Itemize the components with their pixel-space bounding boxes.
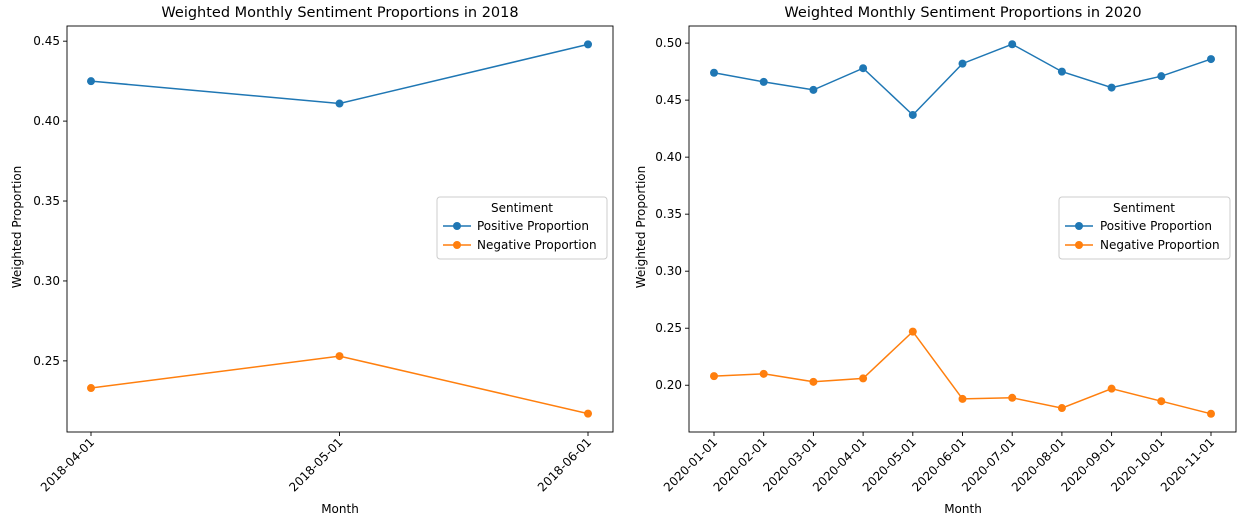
data-point: [1107, 83, 1116, 92]
data-point: [958, 394, 967, 403]
data-point: [1207, 409, 1215, 418]
data-point: [1057, 404, 1066, 413]
data-point: [87, 77, 95, 86]
data-point: [335, 99, 344, 108]
data-point: [1107, 384, 1116, 393]
data-point: [710, 372, 718, 381]
data-point: [710, 68, 718, 77]
series-layer: [710, 40, 1215, 418]
y-tick-label: 0.30: [655, 264, 682, 278]
y-tick-label: 0.20: [655, 378, 682, 392]
y-tick-label: 0.45: [33, 34, 60, 48]
x-axis-label: Month: [321, 502, 359, 516]
y-tick-label: 0.40: [655, 150, 682, 164]
data-point: [958, 59, 967, 68]
legend-title: Sentiment: [1113, 201, 1175, 215]
data-point: [335, 352, 344, 361]
y-tick-label: 0.25: [33, 354, 60, 368]
data-point: [1008, 393, 1017, 402]
y-tick-label: 0.25: [655, 321, 682, 335]
data-point: [1207, 55, 1215, 64]
legend-box: [436, 196, 608, 260]
x-axis-label: Month: [944, 502, 982, 516]
y-axis-label: Weighted Proportion: [634, 166, 648, 289]
data-point: [859, 64, 868, 73]
data-point: [1157, 397, 1166, 406]
chart-title: Weighted Monthly Sentiment Proportions i…: [161, 5, 518, 21]
y-tick-label: 0.50: [655, 36, 682, 50]
legend-marker-positive: [453, 222, 461, 230]
legend: Sentiment Positive Proportion Negative P…: [1058, 196, 1231, 260]
y-tick-label: 0.35: [33, 194, 60, 208]
data-point: [1008, 40, 1017, 49]
legend-marker-negative: [453, 241, 461, 249]
legend-label-negative: Negative Proportion: [477, 238, 597, 252]
legend: Sentiment Positive Proportion Negative P…: [436, 196, 608, 260]
data-point: [584, 409, 592, 418]
legend-marker-negative: [1075, 241, 1083, 249]
legend-label-negative: Negative Proportion: [1100, 238, 1220, 252]
legend-label-positive: Positive Proportion: [1100, 219, 1212, 233]
data-point: [809, 85, 818, 94]
legend-label-positive: Positive Proportion: [477, 219, 589, 233]
y-tick-label: 0.45: [655, 93, 682, 107]
y-tick-label: 0.40: [33, 114, 60, 128]
chart-title: Weighted Monthly Sentiment Proportions i…: [784, 5, 1141, 21]
data-point: [759, 369, 768, 378]
data-point: [584, 40, 592, 49]
legend-marker-positive: [1075, 222, 1083, 230]
data-point: [1057, 67, 1066, 76]
data-point: [1157, 72, 1166, 81]
data-point: [908, 110, 917, 119]
data-point: [859, 374, 868, 383]
series-layer: [87, 40, 592, 418]
data-point: [87, 384, 95, 393]
y-tick-label: 0.30: [33, 274, 60, 288]
plot-frame: [66, 25, 614, 433]
data-point: [908, 327, 917, 336]
data-point: [809, 377, 818, 386]
legend-title: Sentiment: [491, 201, 553, 215]
legend-box: [1058, 196, 1231, 260]
y-tick-label: 0.35: [655, 207, 682, 221]
y-axis-label: Weighted Proportion: [10, 166, 24, 289]
data-point: [759, 77, 768, 86]
